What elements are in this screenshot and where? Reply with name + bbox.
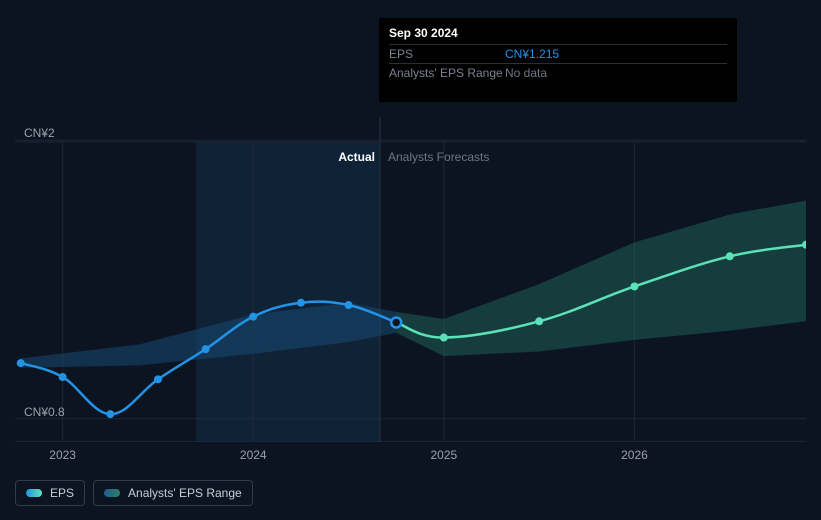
x-axis-label: 2023 bbox=[49, 448, 76, 462]
section-label-forecast: Analysts Forecasts bbox=[388, 150, 489, 164]
x-axis: 2023 2024 2025 2026 bbox=[15, 442, 806, 467]
x-axis-label: 2026 bbox=[621, 448, 648, 462]
tooltip-row-value: CN¥1.215 bbox=[505, 47, 727, 61]
legend-item[interactable]: EPS bbox=[15, 480, 85, 506]
chart-container: Sep 30 2024 EPSCN¥1.215Analysts' EPS Ran… bbox=[0, 0, 821, 520]
tooltip-row-label: Analysts' EPS Range bbox=[389, 66, 505, 80]
chart-svg[interactable] bbox=[15, 117, 806, 442]
legend-label: Analysts' EPS Range bbox=[128, 486, 242, 500]
tooltip-row-label: EPS bbox=[389, 47, 505, 61]
x-axis-label: 2024 bbox=[240, 448, 267, 462]
legend-swatch-icon bbox=[104, 489, 120, 497]
tooltip-rows: EPSCN¥1.215Analysts' EPS RangeNo data bbox=[389, 44, 727, 82]
tooltip-date: Sep 30 2024 bbox=[389, 26, 727, 40]
legend-swatch-icon bbox=[26, 489, 42, 497]
y-axis-label: CN¥0.8 bbox=[24, 405, 65, 419]
tooltip-row-value: No data bbox=[505, 66, 727, 80]
tooltip-row: Analysts' EPS RangeNo data bbox=[389, 63, 727, 82]
legend-label: EPS bbox=[50, 486, 74, 500]
legend-item[interactable]: Analysts' EPS Range bbox=[93, 480, 253, 506]
chart-plot[interactable]: Actual Analysts Forecasts CN¥2 CN¥0.8 bbox=[15, 117, 806, 442]
tooltip-row: EPSCN¥1.215 bbox=[389, 44, 727, 63]
y-axis-label: CN¥2 bbox=[24, 126, 55, 140]
chart-tooltip: Sep 30 2024 EPSCN¥1.215Analysts' EPS Ran… bbox=[379, 18, 737, 102]
x-axis-label: 2025 bbox=[430, 448, 457, 462]
section-label-actual: Actual bbox=[338, 150, 375, 164]
chart-area[interactable]: Actual Analysts Forecasts CN¥2 CN¥0.8 202… bbox=[15, 117, 806, 467]
legend: EPS Analysts' EPS Range bbox=[15, 480, 253, 506]
